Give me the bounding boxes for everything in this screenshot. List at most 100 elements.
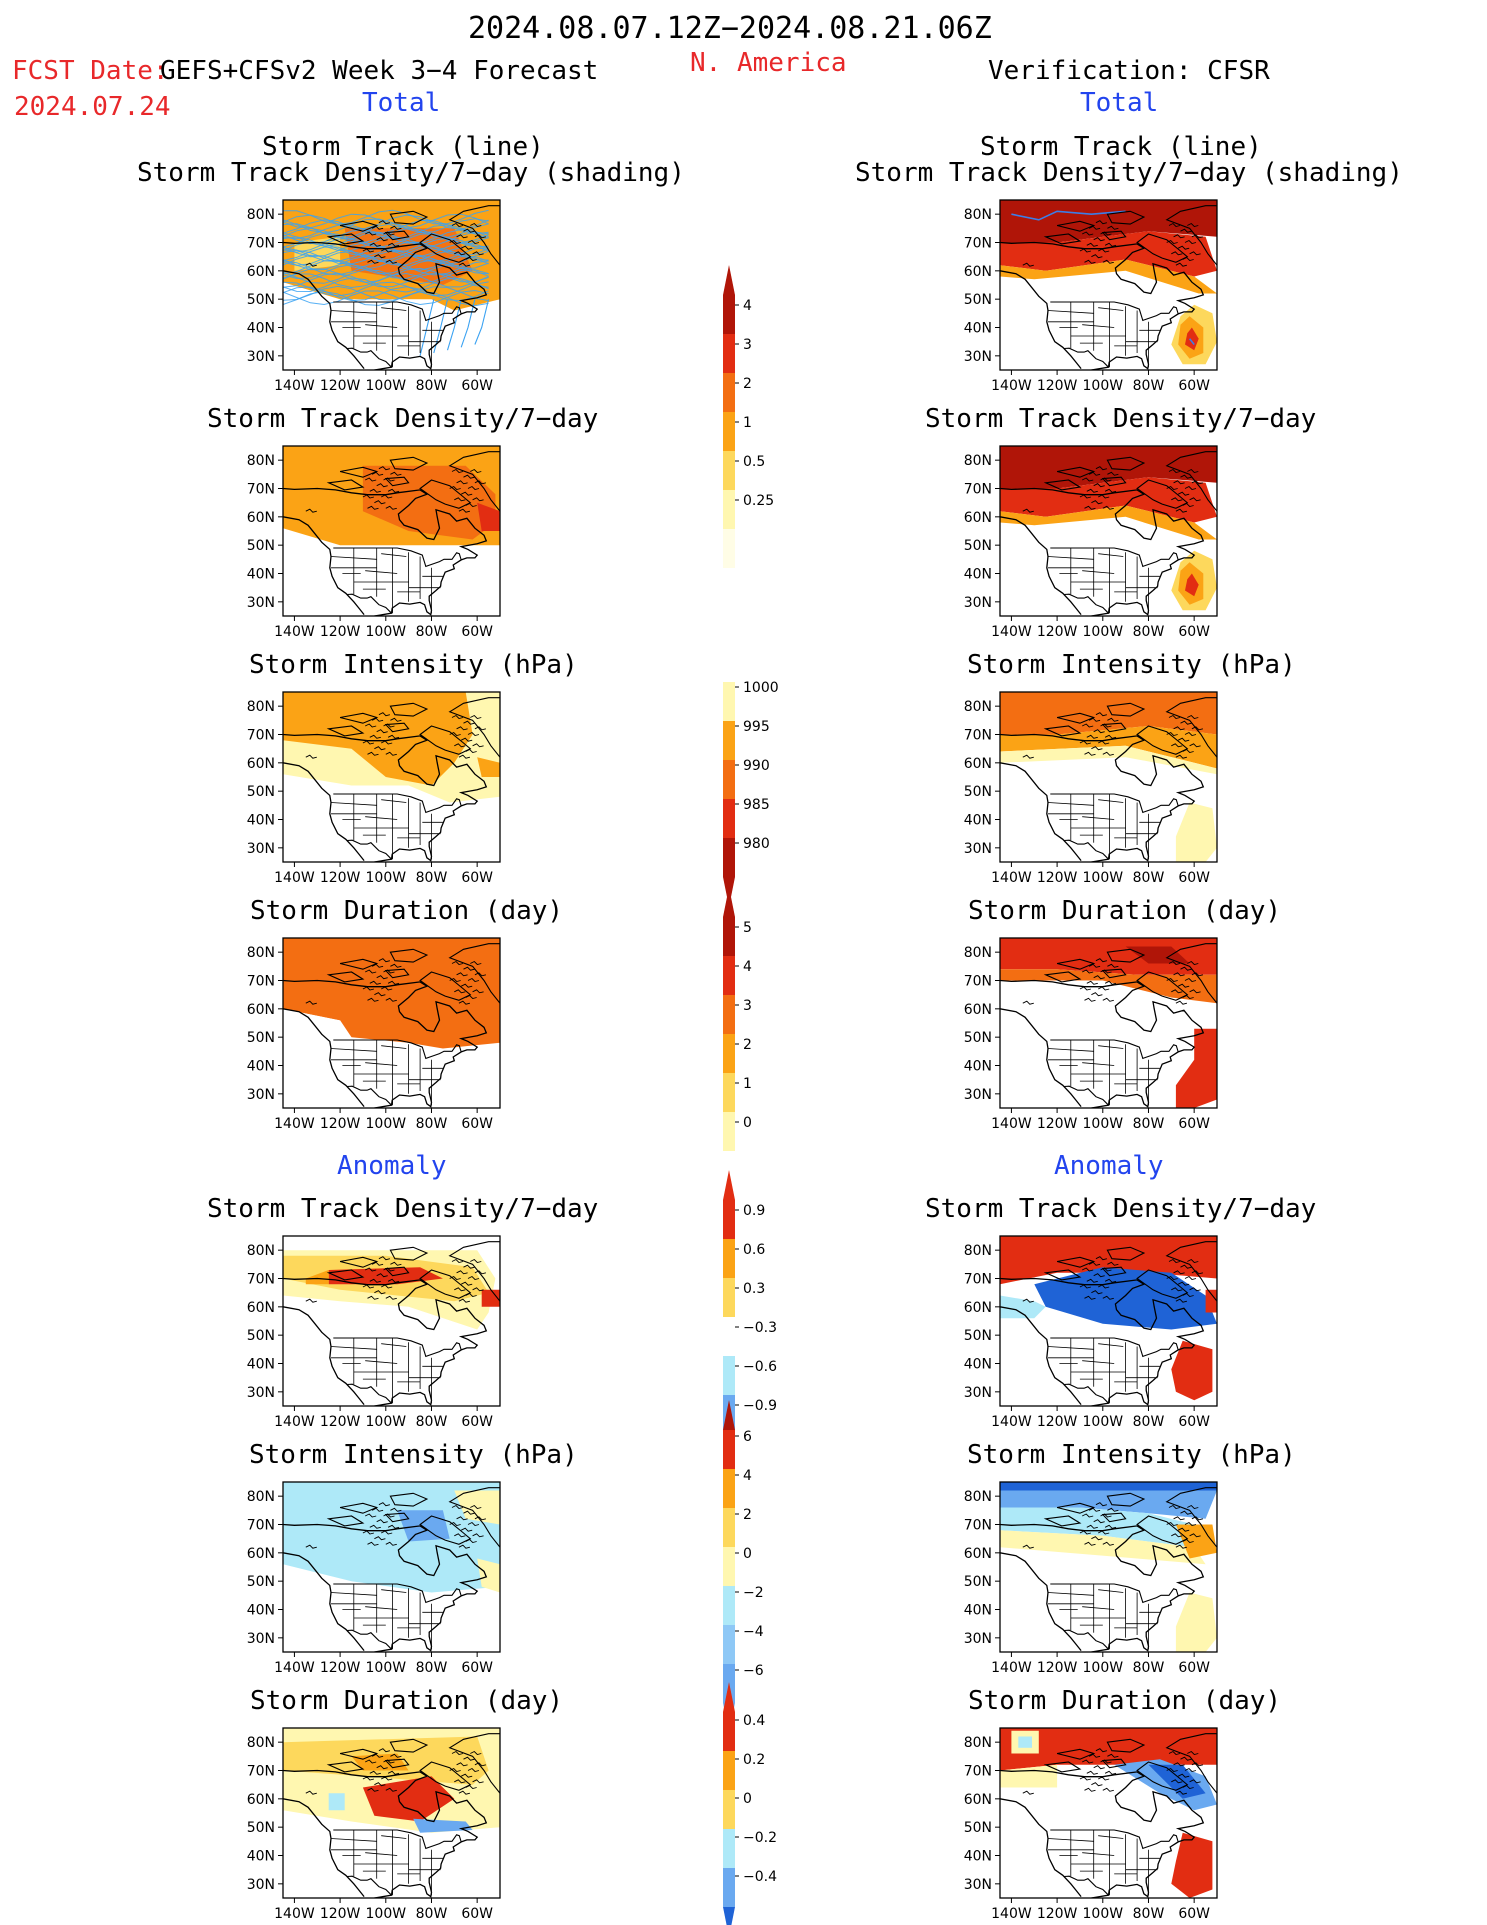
left-track-title-2: Storm Track Density/7−day (shading) bbox=[137, 158, 685, 188]
forecast-row3-lon-label: 120W bbox=[320, 870, 361, 886]
forecast-row2-lon-label: 60W bbox=[461, 624, 493, 640]
colorbar-duration-total-label: 5 bbox=[743, 920, 752, 936]
verification-map-panel-2: 80N 70N 60N 50N 40N 30N 140W 120W 100W 80W 60W bbox=[964, 445, 1218, 640]
verification-row6-lat-label: 40N bbox=[964, 1603, 992, 1619]
forecast-row6-lon-label: 100W bbox=[366, 1660, 407, 1676]
forecast-row2-lat-label: 80N bbox=[247, 453, 275, 469]
verification-row4-lon-label: 140W bbox=[991, 1116, 1032, 1132]
verification-row6-lat-label: 60N bbox=[964, 1546, 992, 1562]
forecast-row4-lat-label: 30N bbox=[247, 1087, 275, 1103]
verification-row4-lat-label: 80N bbox=[964, 945, 992, 961]
total-label-right: Total bbox=[1080, 88, 1159, 118]
forecast-row4-lon-label: 120W bbox=[320, 1116, 361, 1132]
verification-row6-lon-label: 100W bbox=[1083, 1660, 1124, 1676]
right-duration-anom-title: Storm Duration (day) bbox=[968, 1686, 1282, 1716]
verification-row4-lon-label: 80W bbox=[1133, 1116, 1165, 1132]
colorbar-density-total-label: 1 bbox=[743, 415, 752, 431]
forecast-row1-lon-label: 120W bbox=[320, 378, 361, 394]
forecast-row4-lat-label: 40N bbox=[247, 1059, 275, 1075]
verification-row2-lon-label: 60W bbox=[1178, 624, 1210, 640]
verification-row2-lat-label: 60N bbox=[964, 510, 992, 526]
date-range-title: 2024.08.07.12Z−2024.08.21.06Z bbox=[468, 11, 992, 46]
forecast-row3-lat-label: 60N bbox=[247, 756, 275, 772]
verification-row7-lat-label: 80N bbox=[964, 1735, 992, 1751]
forecast-row2-lon-label: 120W bbox=[320, 624, 361, 640]
forecast-row2-lat-label: 30N bbox=[247, 595, 275, 611]
fcst-date-value: 2024.07.24 bbox=[14, 92, 171, 122]
fcst-date-prefix: FCST Date: bbox=[12, 56, 169, 86]
verification-row1-lon-label: 120W bbox=[1037, 378, 1078, 394]
forecast-row2-lon-label: 140W bbox=[274, 624, 315, 640]
forecast-map-panel-1: 80N 70N 60N 50N 40N 30N 140W 120W 100W 80W 60W bbox=[247, 199, 501, 394]
verification-row5-lon-label: 60W bbox=[1178, 1414, 1210, 1430]
verification-row1-lat-label: 50N bbox=[964, 292, 992, 308]
forecast-row3-lat-label: 30N bbox=[247, 841, 275, 857]
verification-row5-lat-label: 30N bbox=[964, 1385, 992, 1401]
colorbar-intensity-total-label: 995 bbox=[743, 719, 770, 735]
colorbar-duration-anom-label: −0.4 bbox=[743, 1869, 777, 1885]
verification-row3-lat-label: 30N bbox=[964, 841, 992, 857]
forecast-row3-lon-label: 60W bbox=[461, 870, 493, 886]
verification-row5-lon-label: 100W bbox=[1083, 1414, 1124, 1430]
forecast-row4-lon-label: 100W bbox=[366, 1116, 407, 1132]
forecast-row6-lat-label: 30N bbox=[247, 1631, 275, 1647]
forecast-row2-lat-label: 70N bbox=[247, 482, 275, 498]
verification-map-panel-7: 80N 70N 60N 50N 40N 30N 140W 120W 100W 80W 60W bbox=[964, 1727, 1218, 1922]
verification-row1-lat-label: 70N bbox=[964, 236, 992, 252]
verification-row7-lat-label: 40N bbox=[964, 1849, 992, 1865]
verification-row6-lon-label: 140W bbox=[991, 1660, 1032, 1676]
verification-row6-lat-label: 80N bbox=[964, 1489, 992, 1505]
forecast-row7-lon-label: 120W bbox=[320, 1906, 361, 1922]
forecast-row1-lon-label: 100W bbox=[366, 378, 407, 394]
colorbar-density-total-label: 4 bbox=[743, 298, 752, 314]
forecast-row4-lat-label: 60N bbox=[247, 1002, 275, 1018]
forecast-row3-lat-label: 70N bbox=[247, 728, 275, 744]
colorbar-duration-anom-label: −0.2 bbox=[743, 1830, 777, 1846]
verification-row2-lon-label: 140W bbox=[991, 624, 1032, 640]
verification-row7-lat-label: 60N bbox=[964, 1792, 992, 1808]
forecast-row5-lat-label: 40N bbox=[247, 1357, 275, 1373]
right-density-anom-title: Storm Track Density/7−day bbox=[925, 1194, 1317, 1224]
verification-row5-lon-label: 120W bbox=[1037, 1414, 1078, 1430]
colorbar-intensity-anom-label: 6 bbox=[743, 1429, 752, 1445]
forecast-row6-lat-label: 50N bbox=[247, 1574, 275, 1590]
forecast-row7-lat-label: 80N bbox=[247, 1735, 275, 1751]
forecast-row3-lon-label: 140W bbox=[274, 870, 315, 886]
forecast-map-panel-3: 80N 70N 60N 50N 40N 30N 140W 120W 100W 80W 60W bbox=[247, 691, 501, 886]
colorbar-density-total-label: 0.5 bbox=[743, 454, 765, 470]
colorbar-duration-total-label: 1 bbox=[743, 1076, 752, 1092]
colorbar-intensity-anom-label: −6 bbox=[743, 1663, 764, 1679]
colorbar-intensity-total-label: 985 bbox=[743, 797, 770, 813]
verification-row3-lon-label: 60W bbox=[1178, 870, 1210, 886]
colorbar-intensity-total-label: 990 bbox=[743, 758, 770, 774]
right-track-title-1: Storm Track (line) bbox=[980, 132, 1262, 162]
forecast-row4-lat-label: 80N bbox=[247, 945, 275, 961]
colorbar-intensity-anom-label: 0 bbox=[743, 1546, 752, 1562]
verification-row4-lat-label: 70N bbox=[964, 974, 992, 990]
verification-row5-lat-label: 80N bbox=[964, 1243, 992, 1259]
verification-row7-lon-label: 120W bbox=[1037, 1906, 1078, 1922]
forecast-row6-lat-label: 60N bbox=[247, 1546, 275, 1562]
verification-row2-lat-label: 80N bbox=[964, 453, 992, 469]
colorbar-duration-total-label: 2 bbox=[743, 1037, 752, 1053]
forecast-row5-lat-label: 70N bbox=[247, 1272, 275, 1288]
verification-row3-lon-label: 80W bbox=[1133, 870, 1165, 886]
forecast-row4-lon-label: 60W bbox=[461, 1116, 493, 1132]
forecast-row4-lon-label: 80W bbox=[416, 1116, 448, 1132]
forecast-row2-lon-label: 100W bbox=[366, 624, 407, 640]
forecast-row6-lon-label: 60W bbox=[461, 1660, 493, 1676]
verification-row2-lon-label: 100W bbox=[1083, 624, 1124, 640]
forecast-row1-lon-label: 140W bbox=[274, 378, 315, 394]
colorbar-intensity-anom-label: 2 bbox=[743, 1507, 752, 1523]
verification-row5-lon-label: 140W bbox=[991, 1414, 1032, 1430]
forecast-row7-lon-label: 140W bbox=[274, 1906, 315, 1922]
colorbar-density-anom-label: −0.3 bbox=[743, 1320, 777, 1336]
verification-row3-lat-label: 80N bbox=[964, 699, 992, 715]
colorbar-duration-total: 5 4 3 2 1 0 bbox=[723, 887, 752, 1151]
verification-row2-lat-label: 50N bbox=[964, 538, 992, 554]
forecast-row1-lat-label: 50N bbox=[247, 292, 275, 308]
verification-row1-lon-label: 80W bbox=[1133, 378, 1165, 394]
verification-row2-lon-label: 120W bbox=[1037, 624, 1078, 640]
colorbar-duration-anom-label: 0.4 bbox=[743, 1713, 765, 1729]
forecast-row7-lat-label: 60N bbox=[247, 1792, 275, 1808]
